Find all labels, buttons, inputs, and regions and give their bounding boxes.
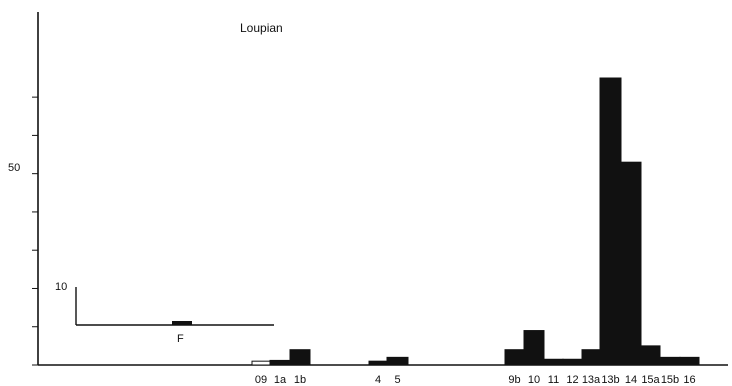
x-tick-label-12: 12 (566, 374, 578, 386)
bar-1a (269, 359, 291, 366)
chart-title: Loupian (240, 21, 283, 35)
inset-x-label-f: F (177, 333, 184, 345)
y-ticks (32, 96, 38, 366)
bar-16 (679, 356, 700, 366)
bars (251, 77, 700, 366)
x-tick-label-13a: 13a (582, 374, 601, 386)
x-tick-label-11: 11 (548, 374, 559, 386)
inset-bar-f (172, 321, 192, 325)
bar-1b (289, 349, 311, 366)
bar-5 (386, 356, 409, 366)
bar-11 (543, 358, 564, 366)
bar-15a (640, 345, 661, 366)
inset-y-tick-label-10: 10 (55, 281, 67, 293)
x-tick-label-13b: 13b (601, 374, 619, 386)
y-tick-label-50: 50 (8, 162, 20, 174)
x-tick-label-14: 14 (625, 374, 637, 386)
bar-9b (504, 349, 525, 366)
x-tick-labels: 09 1a 1b 4 5 9b 10 11 12 13a 13b 14 15a 15b 16 (255, 374, 696, 386)
bar-15b (659, 356, 681, 366)
x-tick-label-09: 09 (255, 374, 267, 386)
x-tick-label-5: 5 (394, 374, 400, 386)
bar-09 (251, 360, 271, 366)
x-tick-label-9b: 9b (508, 374, 520, 386)
bar-13b (599, 77, 622, 366)
bar-10 (523, 330, 545, 366)
bar-12 (562, 358, 583, 366)
x-tick-label-1a: 1a (274, 374, 287, 386)
bar-13a (581, 349, 601, 366)
x-tick-label-15b: 15b (661, 374, 679, 386)
bar-4 (368, 360, 388, 366)
x-tick-label-16: 16 (683, 374, 695, 386)
bar-14 (620, 161, 642, 366)
x-tick-label-15a: 15a (641, 374, 660, 386)
inset-chart-f: 10 F (55, 281, 274, 345)
x-tick-label-4: 4 (375, 374, 381, 386)
x-tick-label-10: 10 (528, 374, 540, 386)
x-tick-label-1b: 1b (294, 374, 306, 386)
